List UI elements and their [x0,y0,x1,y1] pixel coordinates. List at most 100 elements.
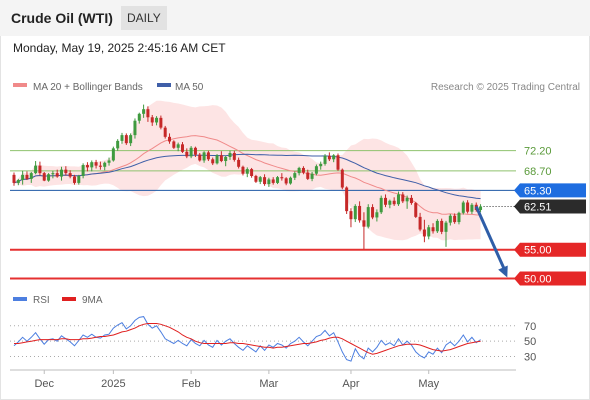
candle [276,176,280,185]
candle-body [384,197,388,205]
candle [358,201,362,223]
candle [267,177,271,187]
candle-body [288,177,292,184]
candle-body [375,212,379,218]
candle [336,153,340,171]
candle [64,166,68,176]
candle-body [409,197,413,204]
candle-body [42,173,46,181]
candle-body [72,176,76,183]
candle-body [47,174,51,181]
candle [479,204,483,213]
candle [90,160,94,172]
candle-body [68,173,72,177]
candle-body [401,194,405,202]
x-tick-label: Dec [34,378,54,390]
candle [453,213,457,224]
candle-body [479,206,483,210]
candle [392,197,396,206]
9ma-legend-swatch [62,297,76,301]
candle [193,146,197,157]
candle [427,224,431,240]
candle-body [90,162,94,168]
candle [414,201,418,219]
candle [327,152,331,162]
candle-body [219,155,223,162]
candle-body [211,159,215,164]
candle-body [120,135,124,141]
candle-body [103,162,107,167]
timestamp: Monday, May 19, 2025 2:45:16 AM CET [13,41,226,55]
x-tick-label: 2025 [101,378,125,390]
candle [435,219,439,233]
ma50-legend-label: MA 50 [175,82,204,93]
rsi-9ma-line [14,323,481,355]
candle-body [396,194,400,205]
candle-body [245,169,249,174]
candle-body [306,172,310,179]
candle-body [271,179,275,183]
candle [418,212,422,232]
candle [349,208,353,228]
candle [241,165,245,176]
candle [379,195,383,214]
candle-body [81,165,85,176]
candle-body [189,147,193,157]
candle-body [414,203,418,217]
candle [224,155,228,167]
candle-body [254,176,258,182]
resistance-label: 72.20 [524,146,552,158]
support-label-bg [514,271,586,286]
candle-body [453,215,457,223]
candle [375,209,379,222]
candle [461,200,465,215]
candle-body [297,167,301,174]
support-label: 55.00 [524,245,552,257]
candle-body [276,177,280,183]
candle [150,114,154,126]
candle [319,161,323,170]
rsi-legend-swatch [13,297,27,301]
pivot-label-bg [514,183,586,198]
candle [228,150,232,160]
candle [431,223,435,234]
candle [55,169,59,178]
candle [16,178,20,186]
ma20-legend-label: MA 20 + Bollinger Bands [33,82,143,93]
candle-body [193,147,197,155]
candle-body [263,177,267,185]
candle [301,166,305,175]
candle-body [431,227,435,232]
candle [457,211,461,225]
candle [444,220,448,247]
rsi-tick-label: 70 [524,321,536,333]
candle-body [444,222,448,232]
candle [258,176,262,185]
support-label-bg [514,242,586,257]
candle [116,139,120,151]
candle [440,218,444,235]
candle-body [159,117,163,128]
period-button[interactable]: DAILY [121,6,167,30]
rsi-legend-label: RSI [33,295,50,306]
candle-body [94,162,98,166]
candle-body [345,187,349,212]
candle-body [310,173,314,179]
candle-body [323,155,327,164]
candle-body [340,169,344,188]
candle-body [371,207,375,218]
candle-body [461,202,465,213]
candle-body [77,176,81,183]
candle [422,219,426,243]
candle [189,146,193,159]
candle-body [267,179,271,185]
candle-body [258,177,262,182]
candle-body [12,174,16,183]
x-tick-label: Mar [259,378,278,390]
candle-body [206,152,210,160]
candle [401,192,405,204]
9ma-legend-label: 9MA [82,295,103,306]
candle [77,174,81,185]
candle [47,173,51,182]
candle-body [133,120,137,136]
